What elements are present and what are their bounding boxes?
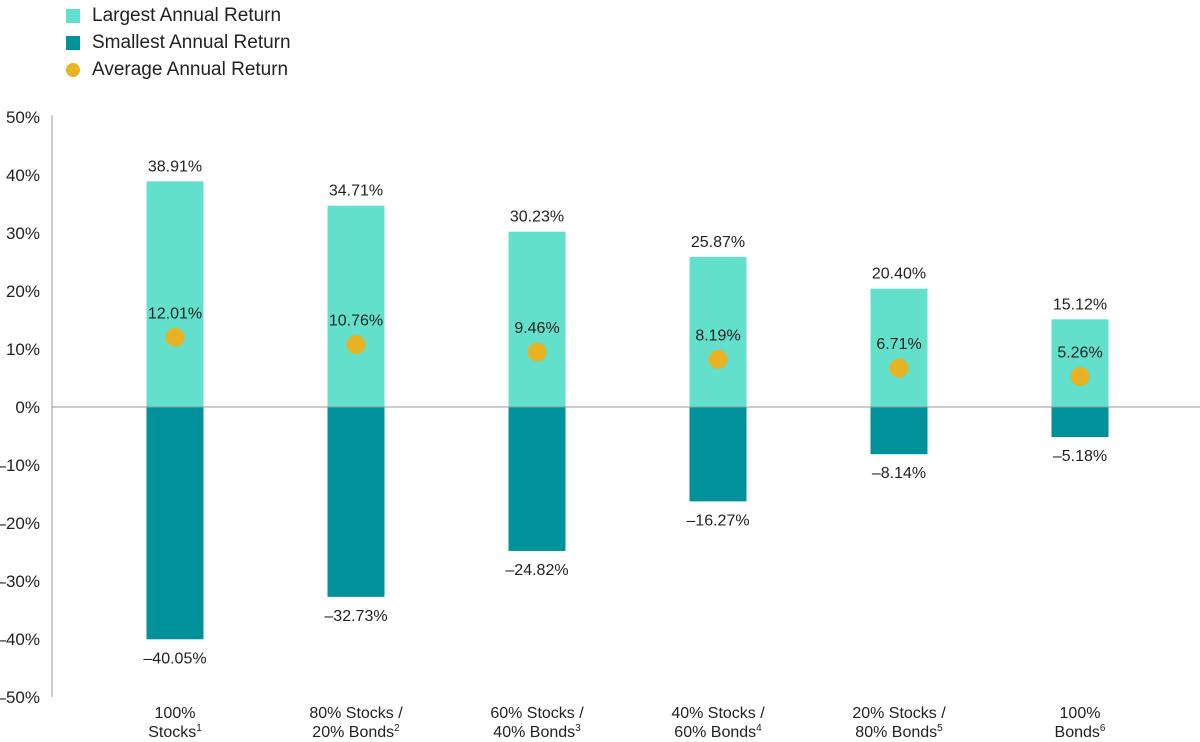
data-label-smallest: –16.27% — [686, 512, 749, 529]
data-label-largest: 38.91% — [148, 158, 202, 175]
bar-largest — [1051, 319, 1109, 407]
category-label-line1: 60% Stocks / — [490, 705, 584, 722]
point-average — [527, 342, 547, 362]
bar-largest — [689, 256, 747, 407]
legend-label-smallest: Smallest Annual Return — [92, 31, 291, 53]
data-label-average: 8.19% — [695, 327, 740, 344]
y-tick-label: 40% — [6, 166, 40, 185]
bar-smallest — [1051, 407, 1109, 438]
point-average — [346, 335, 366, 355]
data-label-largest: 25.87% — [691, 234, 745, 251]
data-label-average: 10.76% — [329, 313, 383, 330]
bar-smallest — [327, 407, 385, 597]
bar-smallest — [146, 407, 204, 640]
category-label-line2: 60% Bonds4 — [674, 723, 762, 741]
bar-largest — [327, 205, 385, 407]
category-label-line2: Bonds6 — [1055, 723, 1106, 741]
data-label-largest: 30.23% — [510, 209, 564, 226]
legend: Largest Annual Return Smallest Annual Re… — [66, 2, 291, 83]
bar-largest — [870, 288, 928, 407]
data-label-smallest: –24.82% — [505, 562, 568, 579]
bar-smallest — [508, 407, 566, 551]
bar-smallest — [689, 407, 747, 502]
legend-swatch-largest — [66, 8, 80, 23]
legend-dot-average — [66, 62, 80, 77]
legend-item-largest: Largest Annual Return — [66, 2, 291, 29]
y-tick-label: 50% — [6, 108, 40, 127]
point-average — [889, 358, 909, 378]
y-tick-label: 0% — [15, 398, 40, 417]
legend-item-average: Average Annual Return — [66, 56, 291, 83]
category-label-line1: 40% Stocks / — [671, 705, 765, 722]
y-tick-label: –40% — [0, 630, 40, 649]
data-label-largest: 34.71% — [329, 183, 383, 200]
legend-label-average: Average Annual Return — [92, 58, 289, 80]
data-label-average: 12.01% — [148, 305, 202, 322]
data-label-smallest: –5.18% — [1053, 448, 1107, 465]
y-tick-label: –20% — [0, 514, 40, 533]
data-label-average: 9.46% — [514, 320, 559, 337]
category-label-line2: 40% Bonds3 — [493, 723, 581, 741]
category-label-line2: Stocks1 — [148, 723, 202, 741]
category-label-line1: 100% — [1060, 705, 1101, 722]
point-average — [1070, 366, 1090, 386]
data-label-smallest: –32.73% — [324, 608, 387, 625]
data-label-average: 5.26% — [1057, 344, 1102, 361]
data-label-largest: 20.40% — [872, 266, 926, 283]
point-average — [165, 327, 185, 347]
y-tick-label: 30% — [6, 224, 40, 243]
point-average — [708, 349, 728, 369]
category-label-line1: 20% Stocks / — [852, 705, 946, 722]
legend-label-largest: Largest Annual Return — [92, 4, 282, 26]
data-label-largest: 15.12% — [1053, 296, 1107, 313]
bar-largest — [146, 181, 204, 407]
legend-item-smallest: Smallest Annual Return — [66, 29, 291, 56]
category-label-line1: 100% — [155, 705, 196, 722]
y-tick-label: –10% — [0, 456, 40, 475]
legend-swatch-smallest — [66, 35, 80, 50]
category-label-line2: 20% Bonds2 — [312, 723, 400, 741]
bar-smallest — [870, 407, 928, 455]
category-label-line1: 80% Stocks / — [309, 705, 403, 722]
category-label-line2: 80% Bonds5 — [855, 723, 943, 741]
y-tick-label: 10% — [6, 340, 40, 359]
y-tick-label: –30% — [0, 572, 40, 591]
y-tick-label: –50% — [0, 688, 40, 707]
data-label-smallest: –40.05% — [143, 650, 206, 667]
data-label-smallest: –8.14% — [872, 465, 926, 482]
data-label-average: 6.71% — [876, 336, 921, 353]
bar-largest — [508, 231, 566, 407]
y-tick-label: 20% — [6, 282, 40, 301]
